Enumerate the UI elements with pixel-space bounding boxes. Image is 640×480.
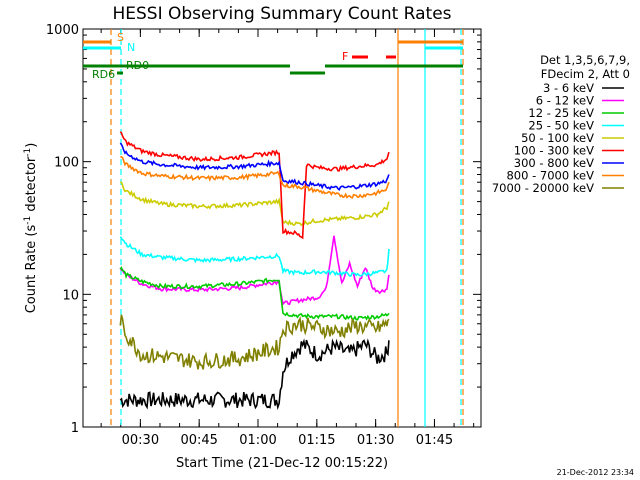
flag-label-n: N: [127, 41, 135, 54]
legend: Det 1,3,5,6,7,9, FDecim 2, Att 0 3 - 6 k…: [492, 53, 630, 195]
series-line-6: [119, 142, 390, 191]
legend-label-3: 25 - 50 keV: [528, 119, 594, 133]
y-ticks: 1 10 100 1000: [46, 23, 481, 436]
timestamp: 21-Dec-2012 23:34: [557, 468, 634, 477]
legend-label-2: 12 - 25 keV: [528, 106, 594, 120]
series-line-5: [119, 131, 390, 240]
series-line-8: [119, 314, 390, 370]
x-ticks: 00:30 00:45 01:00 01:15 01:30 01:45: [100, 29, 475, 448]
flag-label-rd6: RD6: [92, 68, 115, 81]
legend-header-2: FDecim 2, Att 0: [541, 67, 630, 81]
series-group: [119, 131, 390, 411]
x-axis-label: Start Time (21-Dec-12 00:15:22): [176, 456, 388, 471]
y-axis-label: Count Rate (s-1 detector-1): [23, 143, 39, 314]
event-lines: [110, 29, 464, 427]
legend-label-0: 3 - 6 keV: [543, 81, 594, 95]
legend-label-8: 7000 - 20000 keV: [492, 181, 594, 195]
y-tick-label-0: 1: [71, 421, 79, 436]
flag-label-f: F: [342, 50, 348, 63]
legend-label-5: 100 - 300 keV: [514, 144, 594, 158]
flag-label-s: S: [117, 31, 124, 44]
flag-bars: [83, 40, 463, 75]
legend-label-7: 800 - 7000 keV: [506, 169, 594, 183]
x-tick-label-5: 01:45: [416, 433, 453, 448]
series-line-7: [120, 156, 390, 199]
y-tick-label-2: 100: [54, 156, 79, 171]
flag-label-rd0: RD0: [126, 59, 149, 72]
legend-label-1: 6 - 12 keV: [536, 94, 594, 108]
x-tick-label-2: 01:00: [239, 433, 276, 448]
legend-label-6: 300 - 800 keV: [514, 156, 594, 170]
y-tick-label-1: 10: [62, 288, 79, 303]
plot-frame: [82, 28, 482, 428]
series-line-1: [119, 235, 390, 306]
legend-header-1: Det 1,3,5,6,7,9,: [540, 53, 630, 67]
chart-title: HESSI Observing Summary Count Rates: [112, 4, 451, 24]
x-tick-label-1: 00:45: [180, 433, 217, 448]
x-tick-label-3: 01:15: [298, 433, 335, 448]
legend-label-4: 50 - 100 keV: [521, 131, 594, 145]
series-line-0: [119, 338, 390, 411]
series-line-3: [119, 236, 390, 277]
series-line-2: [119, 266, 390, 321]
x-tick-label-0: 00:30: [122, 433, 159, 448]
y-tick-label-3: 1000: [46, 23, 79, 38]
series-line-4: [120, 181, 390, 227]
x-tick-label-4: 01:30: [357, 433, 394, 448]
